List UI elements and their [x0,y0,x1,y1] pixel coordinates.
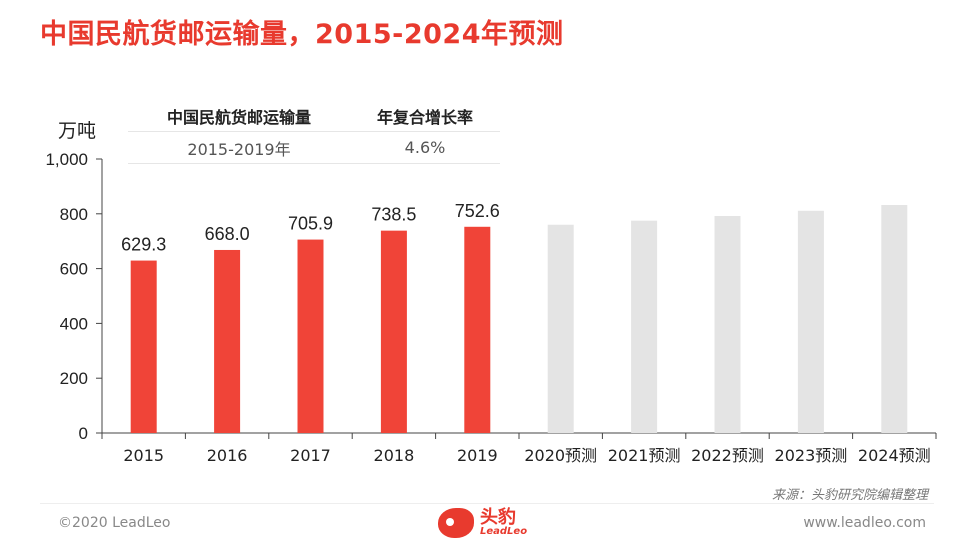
y-tick-label: 800 [60,205,88,224]
bar-2015 [130,260,157,433]
x-tick-label: 2019 [457,446,498,465]
x-tick-label: 2016 [207,446,248,465]
y-tick-label: 1,000 [45,150,88,169]
y-tick-label: 0 [79,424,88,443]
y-tick-label: 200 [60,369,88,388]
data-label: 629.3 [121,235,166,255]
bar-2021预测 [631,220,658,433]
cagr-header-rate: 年复合增长率 [376,107,473,127]
bar-2023预测 [797,210,824,433]
data-label: 705.9 [288,214,333,234]
data-label: 668.0 [205,224,250,244]
x-tick-label: 2017 [290,446,331,465]
data-label: 738.5 [371,205,416,225]
x-tick-label: 2018 [374,446,415,465]
cagr-value-row: 2015-2019年 4.6% [128,132,500,164]
x-tick-label: 2024预测 [858,446,931,465]
cagr-header-row: 中国民航货邮运输量 年复合增长率 [128,100,500,132]
logo-name-en: LeadLeo [480,526,528,537]
y-tick-label: 400 [60,314,88,333]
leopard-logo-icon [438,508,474,538]
copyright: ©2020 LeadLeo [58,515,171,531]
bar-2022预测 [714,215,741,433]
cagr-header-metric: 中国民航货邮运输量 [166,107,311,127]
x-tick-label: 2015 [123,446,164,465]
bar-2019 [464,226,491,433]
cagr-table: 中国民航货邮运输量 年复合增长率 2015-2019年 4.6% [128,100,500,164]
bar-2017 [297,239,324,433]
x-tick-label: 2020预测 [524,446,597,465]
page-title: 中国民航货邮运输量，2015-2024年预测 [40,19,564,50]
y-tick-label: 600 [60,260,88,279]
website: www.leadleo.com [803,515,926,531]
cagr-rate: 4.6% [404,138,446,157]
x-tick-label: 2021预测 [608,446,681,465]
x-tick-label: 2023预测 [775,446,848,465]
logo-name: 头豹 [480,507,516,528]
source-note: 来源：头豹研究院编辑整理 [771,488,928,503]
cagr-period: 2015-2019年 [187,139,291,159]
y-axis-unit: 万吨 [58,120,97,142]
bar-2018 [380,230,407,433]
logo-text: 头豹 LeadLeo [480,509,527,537]
data-label: 752.6 [455,201,500,221]
footer-divider [40,503,934,504]
bar-2020预测 [547,224,574,433]
bar-2024预测 [881,205,908,433]
leadleo-logo: 头豹 LeadLeo [438,508,527,538]
bar-2016 [214,249,241,433]
x-tick-label: 2022预测 [691,446,764,465]
